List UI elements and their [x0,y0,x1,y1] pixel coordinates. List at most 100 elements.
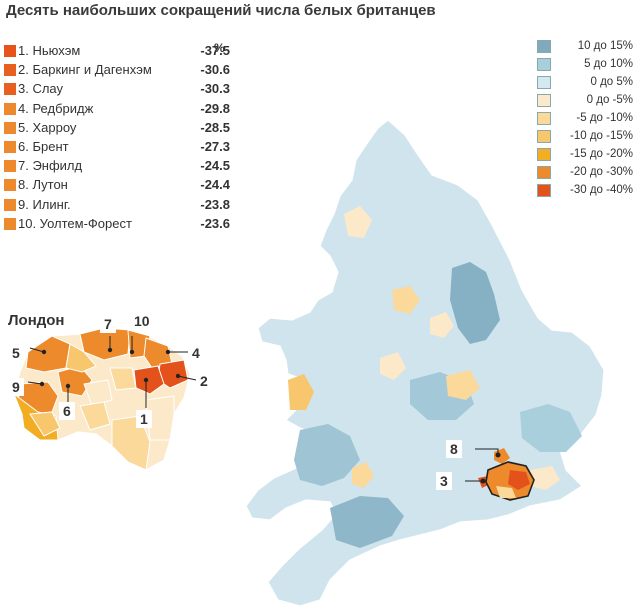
region-wales-blue [294,424,360,486]
ranking-row: 6. Брент -27.3 [4,138,230,156]
callout-5: 5 [8,344,24,362]
callout-4: 4 [188,344,204,362]
map-title: Десять наибольших сокращений числа белых… [6,2,436,19]
borough-harrow [25,335,71,373]
callout-9: 9 [8,378,24,396]
ranking-swatch [4,102,16,115]
callout-dot-3 [480,478,486,484]
legend-label: 0 до 5% [590,76,633,88]
region-lancs-cream [392,286,420,314]
ranking-label: 4. Редбридж [18,100,94,116]
callout-8: 8 [446,440,462,458]
legend-row: -30 до -40% [537,182,637,200]
legend-label: 5 до 10% [584,58,633,70]
ranking-row: 2. Баркинг и Дагенхэм -30.6 [4,61,230,79]
inset-dot-6 [65,383,71,389]
inset-dot-5 [41,349,47,355]
ranking-label: 7. Энфилд [18,158,83,174]
legend-swatch [537,94,551,107]
ranking-label: 8. Лутон [18,177,68,193]
legend-row: 5 до 10% [537,56,637,74]
inset-dot-9 [39,381,45,387]
legend-row: 0 до -5% [537,92,637,110]
ranking-label: 3. Слау [18,81,64,97]
ranking-swatch [4,179,16,192]
ranking-swatch [4,160,16,173]
callout-1: 1 [136,410,152,428]
region-north-cream [344,206,372,238]
ranking-swatch [4,64,16,77]
inset-dot-1 [143,377,149,383]
legend-swatch [537,40,551,53]
callout-7: 7 [100,315,116,333]
ranking-row: 8. Лутон -24.4 [4,176,230,194]
ranking-label: 6. Брент [18,139,69,154]
ranking-swatch [4,198,16,211]
inset-dot-2 [175,373,181,379]
ranking-value: -29.8 [200,100,230,116]
ranking-value: -24.4 [200,177,230,193]
callout-dot-8 [495,452,501,458]
borough-south-mid [79,401,111,431]
ranking-value: -30.6 [200,62,230,78]
legend-swatch [537,148,551,161]
legend-label: 0 до -5% [586,94,633,106]
ranking-value: -27.3 [200,139,230,154]
borough-central [83,379,113,407]
ranking-swatch [4,217,16,230]
ranking-swatch [4,45,16,57]
borough-bromley [145,395,175,441]
region-west-cream [380,352,406,380]
legend-swatch [537,166,551,179]
ranking-value: -24.5 [200,158,230,174]
region-southwest-blue [330,496,404,548]
borough-barnet [65,343,97,373]
region-wales-orange [288,374,314,410]
ranking-value: -28.5 [200,119,230,135]
legend-row: 10 до 15% [537,38,637,56]
region-east-blue [520,404,582,452]
inset-dot-4 [165,349,171,355]
ranking-row: 3. Слау -30.3 [4,80,230,98]
ranking-label: 1. Ньюхэм [18,43,81,58]
ranking-row: 5. Харроу -28.5 [4,119,230,137]
inset-leader-2 [177,375,197,381]
inset-leader-5 [29,347,45,353]
london-east-core [508,470,530,490]
ranking-label: 2. Баркинг и Дагенхэм [18,62,152,78]
region-north-blue [450,262,500,344]
ranking-row: 4. Редбридж -29.8 [4,100,230,118]
legend-row: -10 до -15% [537,128,637,146]
ranking-label: 5. Харроу [18,119,77,135]
london-inset-map [12,327,197,471]
ranking-value: -30.3 [200,81,230,97]
london-inset-title: Лондон [8,312,65,329]
england-wales-map [245,119,605,607]
legend-row: -5 до -10% [537,110,637,128]
legend-swatch [537,76,551,89]
ranking-row: 9. Илинг. -23.8 [4,196,230,214]
inset-dot-10 [129,349,135,355]
ranking-swatch [4,141,16,153]
ranking-value: -23.8 [200,196,230,212]
region-southeast-cream [530,466,560,490]
inset-dot-7 [107,347,113,353]
legend-label: -20 до -30% [570,166,633,178]
legend-label: 10 до 15% [577,40,633,52]
london-south [496,486,516,498]
ranking-unit: % [214,41,225,55]
callout-2: 2 [196,372,212,390]
ranking-swatch [4,121,16,134]
legend-label: -15 до -20% [570,148,633,160]
legend-row: -20 до -30% [537,164,637,182]
legend-label: -5 до -10% [576,112,633,124]
legend-row: -15 до -20% [537,146,637,164]
ranking-value: -23.6 [200,215,230,231]
callout-6: 6 [59,402,75,420]
callout-3: 3 [436,472,452,490]
region-yorks-cream [430,312,454,338]
england-wales-outline [245,119,605,607]
ranking-value: -37.5 [200,43,230,58]
borough-hounslow [29,411,61,437]
